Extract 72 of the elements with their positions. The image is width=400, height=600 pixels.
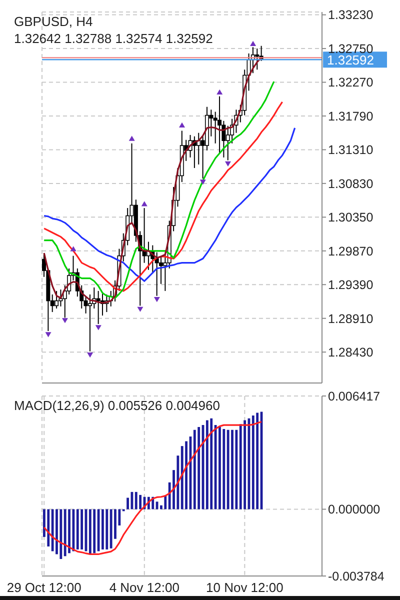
candlestick <box>96 290 100 324</box>
bar <box>252 416 254 510</box>
chart-title: GBPUSD, H4 <box>14 14 93 29</box>
point <box>62 318 68 324</box>
y-tick-label: 1.32270 <box>328 76 374 90</box>
bar <box>106 509 108 550</box>
bar <box>176 456 180 510</box>
bar <box>244 420 246 510</box>
y-tick-label: 1.30830 <box>328 176 374 191</box>
bar <box>68 509 70 554</box>
bar <box>126 498 129 510</box>
x-tick-label: 29 Oct 12:00 <box>6 580 82 595</box>
y-tick-label: 1.33230 <box>328 8 374 22</box>
bar <box>80 509 84 550</box>
bar <box>210 418 213 510</box>
line-series <box>43 127 296 282</box>
bar <box>134 492 138 510</box>
ref-line-label: 1.32592 <box>327 52 374 68</box>
bar <box>47 509 50 546</box>
bar <box>51 509 54 552</box>
y-tick-label: 1.30350 <box>328 210 374 225</box>
y-tick-label: -0.003784 <box>328 569 384 584</box>
candlestick <box>54 290 59 310</box>
y-tick-label: 1.28910 <box>328 312 374 326</box>
bar <box>193 430 196 510</box>
bar <box>93 509 96 554</box>
bar <box>164 496 167 510</box>
bar <box>226 430 230 510</box>
bar <box>218 427 221 510</box>
point <box>154 296 160 302</box>
bar <box>235 430 238 510</box>
bar <box>76 509 79 550</box>
y-tick-label: 1.28430 <box>328 346 374 360</box>
point <box>87 352 94 358</box>
point <box>137 306 144 312</box>
point <box>224 161 231 166</box>
chart-title: MACD(12,26,9) 0.005526 0.004960 <box>14 398 220 413</box>
y-tick-label: 1.29870 <box>328 244 374 258</box>
candlestick <box>255 48 260 70</box>
point <box>200 180 206 185</box>
bar <box>256 412 259 510</box>
bar <box>231 430 234 510</box>
point <box>128 136 135 141</box>
bar <box>206 420 208 510</box>
line-series <box>43 420 262 556</box>
y-tick-label: 0.000000 <box>328 502 380 517</box>
text: 1.32642 1.32788 1.32574 1.32592 <box>14 31 213 46</box>
bar <box>239 424 242 510</box>
bar <box>60 509 62 559</box>
line-series <box>43 56 262 304</box>
bar <box>88 509 92 554</box>
y-tick-label: 1.31790 <box>328 109 374 124</box>
bar <box>185 441 188 510</box>
point <box>70 246 76 252</box>
point <box>179 122 185 128</box>
bar <box>64 509 66 556</box>
y-tick-label: 1.31310 <box>328 143 374 158</box>
point <box>250 40 256 46</box>
bar <box>198 427 200 510</box>
bar <box>222 428 226 510</box>
point <box>216 89 223 94</box>
point <box>141 201 148 206</box>
x-tick-label: 10 Nov 12:00 <box>206 580 284 595</box>
point <box>45 332 52 338</box>
bar <box>102 509 104 550</box>
candlestick <box>218 96 222 154</box>
x-tick-label: 4 Nov 12:00 <box>109 580 180 595</box>
bar <box>139 494 142 510</box>
y-tick-label: 0.006417 <box>328 389 380 404</box>
point <box>95 325 102 330</box>
bar <box>110 509 112 548</box>
y-tick-label: 1.29390 <box>328 278 374 292</box>
